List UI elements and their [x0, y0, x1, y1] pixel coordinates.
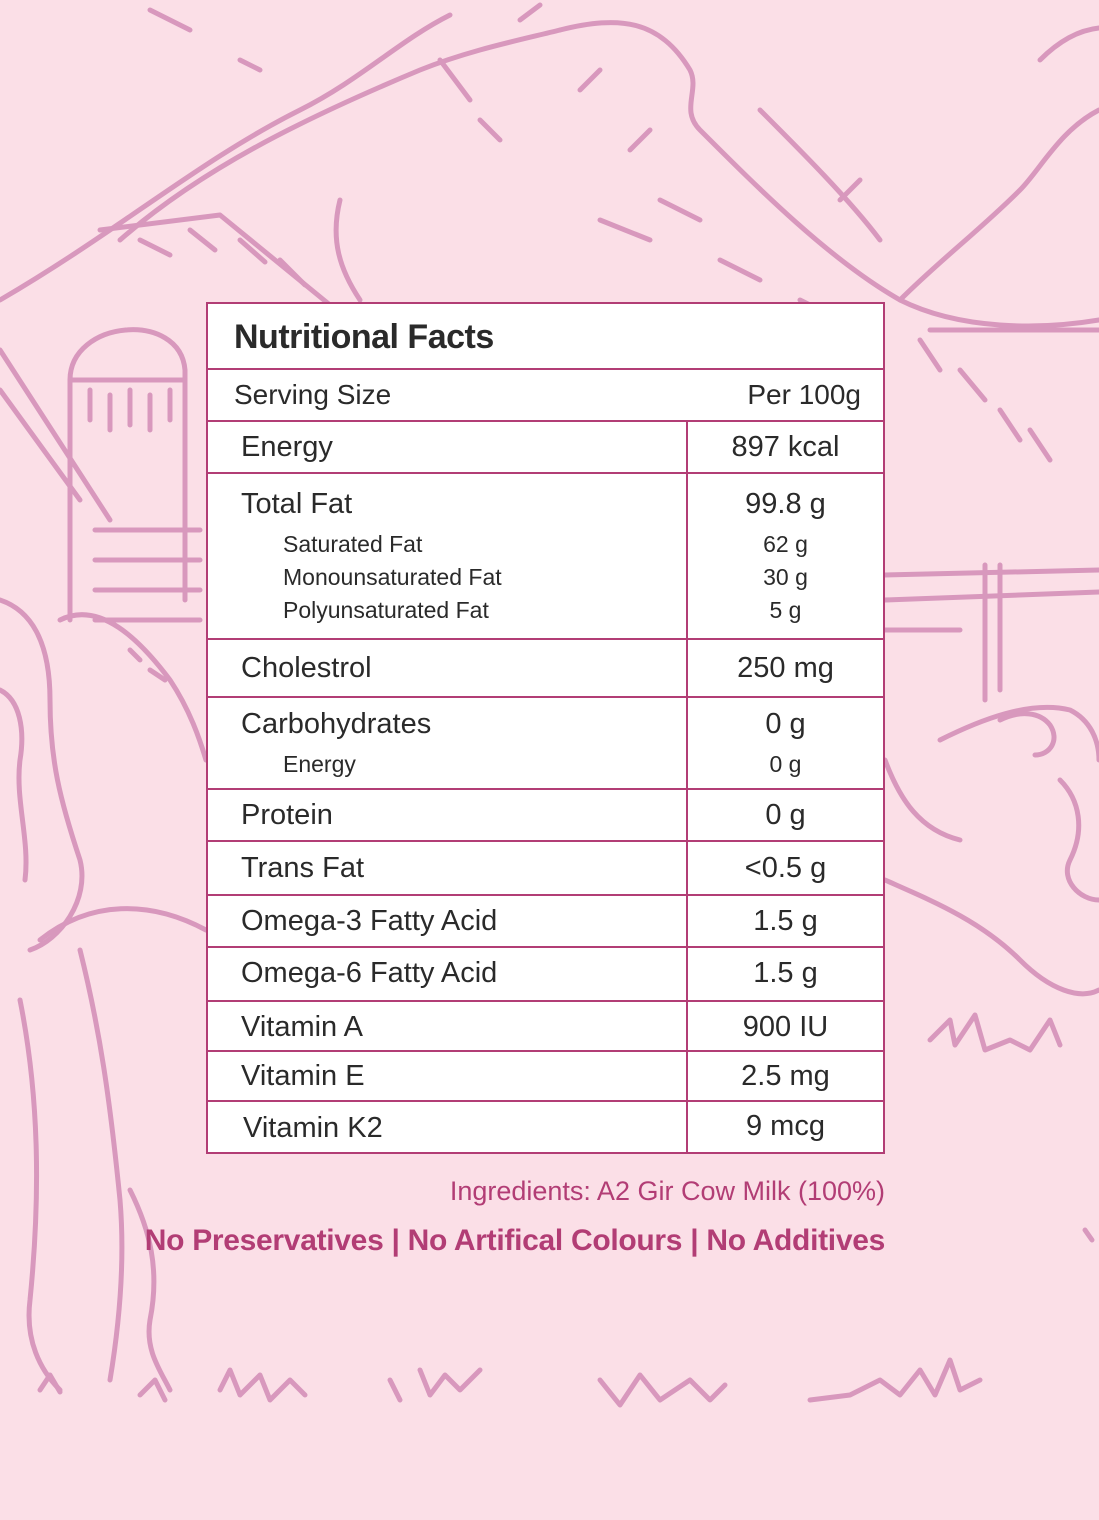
nutrient-name: Energy [241, 431, 333, 463]
nutrient-row-omega-3: Omega-3 Fatty Acid 1.5 g [208, 896, 883, 948]
nutrient-name: Vitamin K2 [243, 1112, 383, 1144]
nutrient-row-cholestrol: Cholestrol 250 mg [208, 640, 883, 698]
grass [217, 1367, 308, 1403]
nutrient-row-omega-6: Omega-6 Fatty Acid 1.5 g [208, 948, 883, 1002]
mountain-outline [117, 27, 563, 243]
nutrient-name: Protein [241, 799, 333, 831]
serving-size-row: Serving Size Per 100g [208, 370, 883, 422]
nutrient-value: 0 g [765, 799, 806, 831]
nutrient-value: 1.5 g [753, 957, 818, 989]
mountain-outline [557, 20, 1099, 329]
ingredients-line: Ingredients: A2 Gir Cow Milk (100%) [449, 1176, 885, 1206]
panel-title: Nutritional Facts [208, 304, 883, 370]
mountain-outline [897, 107, 1099, 303]
mountain-outline [333, 197, 363, 303]
fence-rail [882, 567, 1099, 603]
nutrient-name: Trans Fat [241, 852, 365, 884]
sub-nutrient-name: Energy [283, 751, 356, 777]
sub-nutrient-value: 0 g [769, 751, 802, 777]
sub-nutrient-value: 62 g [763, 531, 808, 557]
sub-nutrient-name: Polyunsaturated Fat [283, 597, 489, 623]
grass [597, 1372, 728, 1408]
nutrient-row-protein: Protein 0 g [208, 790, 883, 842]
nutrient-name: Vitamin E [241, 1060, 365, 1092]
sub-nutrient-value: 5 g [769, 597, 802, 623]
silo-outline [67, 327, 188, 603]
nutrient-name: Omega-3 Fatty Acid [241, 905, 498, 937]
nutrient-row-total-fat: Total Fat Saturated Fat Monounsaturated … [208, 474, 883, 640]
sub-nutrient-name: Monounsaturated Fat [283, 564, 502, 590]
nutrient-name: Vitamin A [241, 1011, 363, 1043]
nutrient-row-vitamin-k2: Vitamin K2 9 mcg [208, 1102, 883, 1152]
nutrient-row-vitamin-a: Vitamin A 900 IU [208, 1002, 883, 1052]
nutrition-facts-panel: Nutritional Facts Serving Size Per 100g … [206, 302, 885, 1154]
serving-size-label: Serving Size [234, 379, 392, 410]
sub-nutrient-value: 30 g [763, 564, 808, 590]
nutrient-value: 2.5 mg [741, 1060, 830, 1092]
nutrient-row-energy: Energy 897 kcal [208, 422, 883, 474]
cow-outline [0, 597, 85, 953]
mountain-outline [1037, 25, 1099, 63]
nutrient-value: 0 g [765, 708, 806, 740]
serving-size-value: Per 100g [747, 379, 861, 410]
cow-outline [937, 704, 1099, 763]
nutrient-name: Cholestrol [241, 652, 372, 684]
grass [807, 1357, 983, 1403]
nutrient-name: Omega-6 Fatty Acid [241, 957, 498, 989]
nutrient-value: <0.5 g [744, 852, 827, 884]
grass [37, 1372, 168, 1403]
nutrient-value: 99.8 g [745, 488, 826, 520]
nutrient-row-vitamin-e: Vitamin E 2.5 mg [208, 1052, 883, 1102]
nutrient-value: 897 kcal [731, 431, 840, 463]
nutrient-value: 9 mcg [746, 1110, 825, 1142]
mountain-outline [0, 12, 453, 303]
product-claims: No Preservatives | No Artifical Colours … [144, 1224, 886, 1257]
fence-post [982, 562, 1003, 703]
nutrient-name: Carbohydrates [241, 708, 432, 740]
nutrient-value: 900 IU [742, 1011, 829, 1043]
nutrient-value: 250 mg [737, 652, 834, 684]
nutrient-value: 1.5 g [753, 905, 818, 937]
nutrient-row-trans-fat: Trans Fat <0.5 g [208, 842, 883, 896]
barn-roof [0, 347, 113, 523]
nutrient-row-carbohydrates: Carbohydrates Energy 0 g 0 g [208, 698, 883, 790]
grass [927, 1012, 1063, 1053]
grass [387, 1367, 483, 1403]
nutrient-name: Total Fat [241, 488, 353, 520]
mountain-outline [757, 107, 883, 243]
sub-nutrient-name: Saturated Fat [283, 531, 423, 557]
